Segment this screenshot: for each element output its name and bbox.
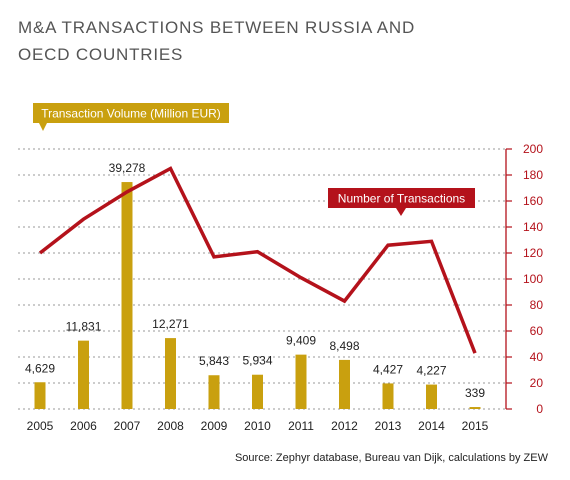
bar-value-label: 339	[465, 386, 485, 400]
x-tick-label: 2015	[462, 419, 489, 433]
bar	[382, 383, 394, 409]
x-tick-label: 2008	[157, 419, 184, 433]
x-tick-label: 2014	[418, 419, 445, 433]
bar	[165, 338, 176, 409]
x-tick-label: 2013	[375, 419, 402, 433]
bar	[121, 182, 133, 409]
bar-value-label: 39,278	[109, 161, 146, 175]
bar	[295, 354, 307, 409]
bar	[208, 375, 220, 409]
chart-title-line1: M&A TRANSACTIONS BETWEEN RUSSIA AND	[18, 18, 416, 37]
bar-value-label: 8,498	[329, 339, 359, 353]
right-axis-tick-label: 200	[523, 142, 543, 156]
right-axis: 0 20 40 60 80 100 120 140 160 180 200	[505, 142, 544, 416]
bar-value-label: 4,629	[25, 361, 55, 375]
bar-value-label: 11,831	[66, 320, 102, 334]
x-tick-label: 2006	[70, 419, 97, 433]
bar	[339, 359, 350, 409]
x-tick-label: 2009	[201, 419, 228, 433]
bar	[252, 374, 263, 409]
right-axis-tick-label: 20	[530, 376, 544, 390]
bar-value-labels: 4,629 11,831 39,278 12,271 5,843 5,934 9,409 8,…	[25, 161, 485, 400]
series-callouts: Transaction Volume (Million EUR) Number o…	[33, 103, 475, 216]
bar-value-label: 4,227	[416, 364, 446, 378]
source-note: Source: Zephyr database, Bureau van Dijk…	[234, 452, 548, 464]
x-tick-label: 2007	[114, 419, 141, 433]
bar-value-label: 9,409	[286, 334, 316, 348]
right-axis-tick-label: 180	[523, 168, 543, 182]
chart-title: M&A TRANSACTIONS BETWEEN RUSSIA AND OECD…	[18, 14, 415, 68]
x-tick-label: 2011	[288, 419, 314, 433]
x-tick-label: 2012	[331, 419, 358, 433]
bar	[469, 407, 481, 409]
gridlines	[18, 148, 505, 410]
x-axis: 2005 2006 2007 2008 2009 2010 2011 2012 2013 2014…	[27, 419, 489, 433]
bar	[78, 340, 89, 409]
line-series	[38, 166, 477, 354]
chart: 4,629 11,831 39,278 12,271 5,843 5,934 9,409 8,…	[18, 103, 544, 433]
right-axis-tick-label: 40	[530, 350, 544, 364]
bar-series-callout: Transaction Volume (Million EUR)	[33, 103, 229, 131]
bar-value-label: 4,427	[373, 362, 403, 376]
bar	[426, 384, 437, 409]
right-axis-tick-label: 100	[523, 272, 543, 286]
bar-value-label: 5,934	[242, 354, 272, 368]
bar-value-label: 5,843	[199, 354, 229, 368]
chart-title-line2: OECD COUNTRIES	[18, 45, 184, 64]
bar-series-callout-box	[33, 103, 229, 123]
bar-value-label: 12,271	[152, 317, 189, 331]
line-series-callout-box	[328, 188, 475, 208]
right-axis-tick-label: 140	[523, 220, 543, 234]
right-axis-tick-label: 0	[536, 402, 543, 416]
right-axis-tick-label: 80	[530, 298, 544, 312]
right-axis-tick-label: 60	[530, 324, 544, 338]
x-tick-label: 2005	[27, 419, 54, 433]
line-series-callout-label: Number of Transactions	[338, 192, 465, 206]
line-series-callout: Number of Transactions	[328, 188, 475, 216]
bar-series-callout-pointer	[39, 123, 47, 131]
right-axis-tick-label: 160	[523, 194, 543, 208]
bars	[34, 182, 481, 409]
bar-series-callout-label: Transaction Volume (Million EUR)	[41, 107, 221, 121]
right-axis-tick-label: 120	[523, 246, 543, 260]
x-tick-label: 2010	[244, 419, 271, 433]
line-series-callout-pointer	[396, 208, 406, 216]
bar	[34, 382, 46, 409]
